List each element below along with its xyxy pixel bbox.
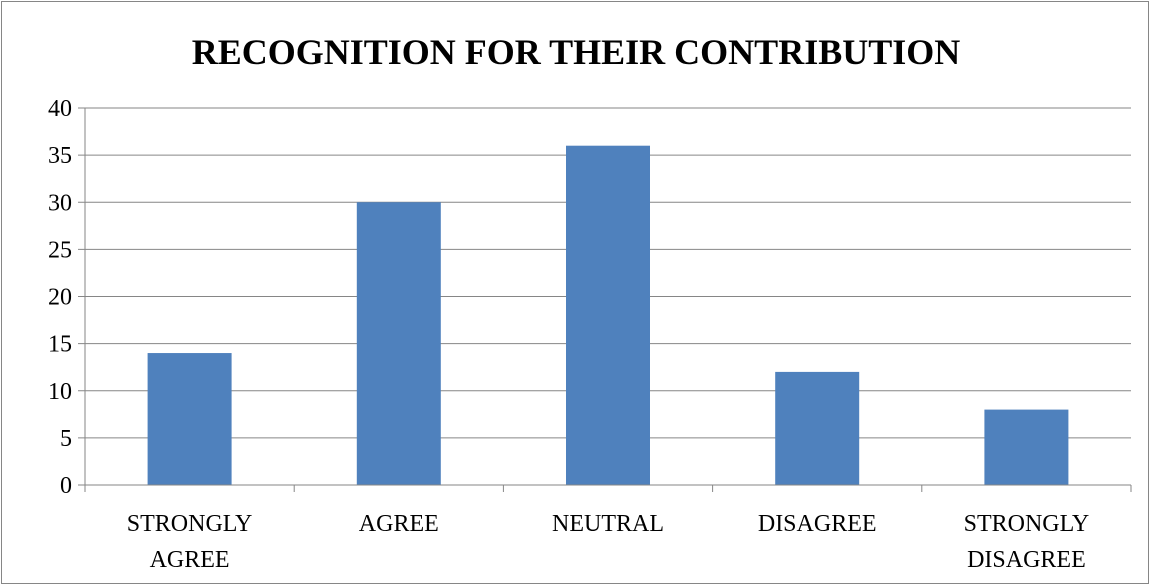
x-tick-label: NEUTRAL [552, 511, 664, 537]
y-tick-label: 5 [60, 426, 72, 452]
y-tick-label: 15 [48, 332, 72, 358]
x-tick-label: STRONGLY AGREE [127, 511, 253, 573]
y-tick-label: 35 [48, 143, 72, 169]
bar [356, 202, 441, 485]
chart-title: RECOGNITION FOR THEIR CONTRIBUTION [191, 32, 961, 72]
y-tick-label: 30 [48, 190, 72, 216]
y-tick-label: 10 [48, 379, 72, 405]
bar [147, 353, 232, 485]
bar [775, 371, 860, 485]
x-tick-label: AGREE [359, 511, 439, 537]
y-tick-label: 20 [48, 285, 72, 311]
bar [566, 145, 650, 485]
x-tick-label: STRONGLY DISAGREE [964, 511, 1090, 573]
x-tick-label: DISAGREE [758, 511, 877, 537]
y-tick-label: 0 [60, 473, 72, 499]
y-tick-label: 40 [48, 96, 72, 122]
bar [984, 409, 1069, 485]
y-tick-label: 25 [48, 237, 72, 263]
